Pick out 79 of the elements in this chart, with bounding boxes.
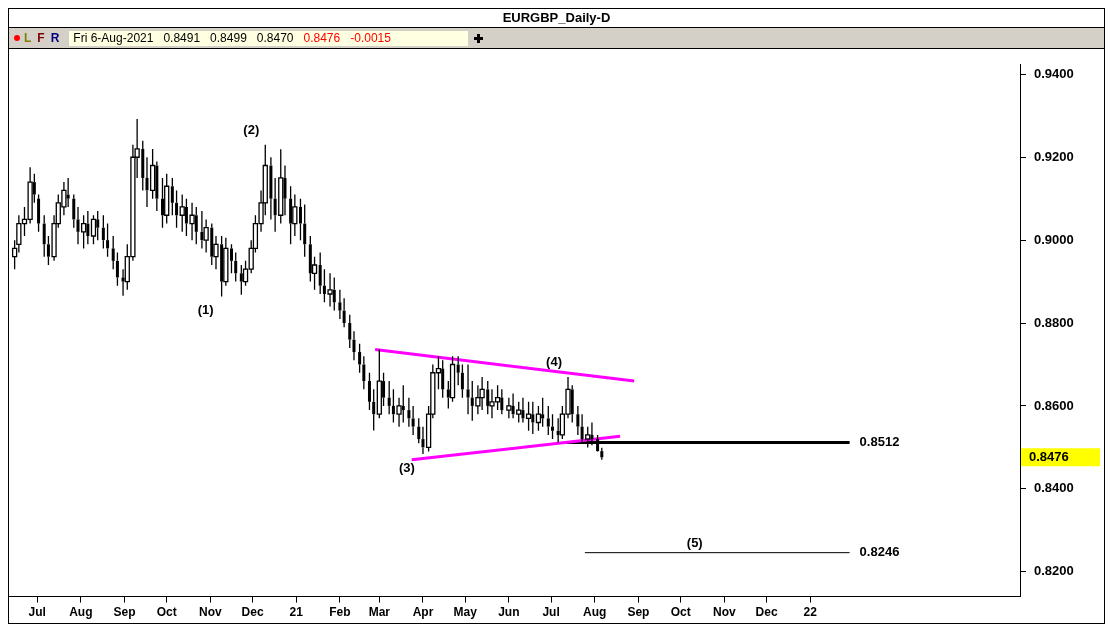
candlestick	[411, 405, 415, 436]
chart-title: EURGBP_Daily-D	[9, 9, 1104, 28]
text: -0.0015	[350, 31, 391, 45]
series-label: 0.8246	[859, 544, 900, 560]
y-tick-label: 0.8200	[1034, 563, 1074, 579]
candlestick	[546, 405, 550, 436]
candlestick	[289, 185, 293, 245]
text: Fri 6-Aug-2021	[73, 31, 154, 45]
x-tick-label: Sep	[627, 605, 650, 620]
candlestick	[376, 348, 382, 420]
candlestick	[421, 426, 425, 455]
x-tick-label: Aug	[69, 605, 93, 620]
x-tick-label: Nov	[712, 605, 736, 620]
x-tick-label: Dec	[755, 605, 778, 620]
candlestick	[179, 193, 185, 233]
annotation: (2)	[243, 122, 260, 138]
text: 0.8476	[1029, 448, 1069, 464]
x-tick-label: Oct	[670, 605, 691, 620]
text: R	[50, 31, 60, 45]
candlestick	[327, 272, 333, 308]
annotation: (4)	[546, 354, 562, 370]
x-tick-label: Mar	[368, 605, 391, 620]
annotation: (5)	[686, 535, 703, 551]
candlestick	[164, 173, 170, 225]
text: L	[24, 31, 32, 45]
candlestick	[456, 355, 460, 386]
annotation: (1)	[197, 302, 214, 318]
annotation: (3)	[399, 459, 415, 475]
x-tick-label: Apr	[412, 605, 434, 620]
candlestick	[551, 413, 555, 440]
candlestick	[175, 189, 179, 229]
x-tick-label: Nov	[199, 605, 223, 620]
candlestick	[372, 388, 376, 432]
candlestick	[303, 203, 307, 258]
candlestick	[338, 289, 342, 320]
candlestick	[352, 330, 356, 361]
text: 0.8470	[256, 31, 294, 45]
y-tick-label: 0.9200	[1034, 148, 1074, 164]
x-tick-label: May	[453, 605, 478, 620]
x-tick-label: 21	[289, 605, 304, 620]
candlestick	[145, 156, 149, 208]
y-tick-label: 0.8400	[1034, 480, 1074, 496]
candlestick	[506, 396, 512, 420]
x-tick-label: Oct	[156, 605, 177, 620]
candlestick	[278, 148, 284, 225]
x-tick-label: 22	[803, 605, 818, 620]
y-tick-label: 0.8600	[1034, 397, 1074, 413]
candlestick	[292, 193, 298, 237]
candlestick	[466, 363, 470, 415]
candlestick	[387, 380, 391, 415]
y-tick-label: 0.9400	[1034, 65, 1074, 81]
y-tick-label: 0.8800	[1034, 314, 1074, 330]
text: F	[37, 31, 45, 45]
candlestick	[229, 243, 233, 274]
candlestick	[106, 222, 110, 258]
candlestick	[189, 202, 195, 241]
y-tick-label: 0.9000	[1034, 231, 1074, 247]
candlestick	[318, 251, 322, 295]
text: 0.8491	[163, 31, 201, 45]
candlestick	[479, 376, 485, 411]
series-label: 0.8512	[859, 433, 900, 449]
x-tick-label: Dec	[241, 605, 264, 620]
candlestick	[101, 214, 105, 250]
candlestick	[170, 177, 174, 216]
x-tick-label: Jul	[28, 605, 46, 620]
x-tick-label: Sep	[113, 605, 136, 620]
x-tick-label: Jun	[498, 605, 520, 620]
candlestick	[342, 297, 346, 328]
x-tick-label: Jul	[542, 605, 560, 620]
candlestick	[298, 198, 302, 241]
candlestick	[76, 206, 80, 245]
candlestick	[576, 405, 580, 436]
candlestick	[111, 235, 115, 270]
text: 0.8499	[210, 31, 247, 45]
x-tick-label: Aug	[583, 605, 607, 620]
candlestick	[407, 396, 411, 428]
candlestick	[42, 214, 46, 258]
x-tick-label: Feb	[329, 605, 351, 620]
text: 0.8476	[303, 31, 341, 45]
